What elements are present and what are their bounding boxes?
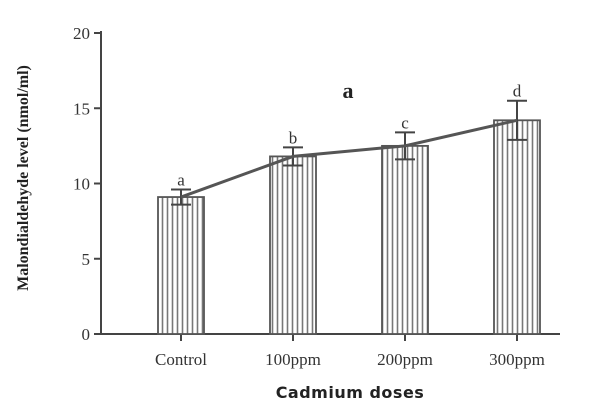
significance-letter: c: [401, 113, 409, 132]
x-tick-label: 100ppm: [265, 350, 321, 369]
y-tick-label: 0: [82, 325, 91, 344]
bar: [494, 120, 540, 334]
y-tick-label: 5: [82, 250, 91, 269]
y-axis-label: Malondialdehyde level (nmol/ml): [15, 65, 32, 291]
y-tick-label: 10: [73, 175, 90, 194]
bars: [158, 101, 540, 334]
significance-letter: b: [289, 128, 298, 147]
x-tick-label: 200ppm: [377, 350, 433, 369]
panel-label: a: [343, 78, 354, 103]
bar: [158, 197, 204, 334]
x-axis-label: Cadmium doses: [276, 383, 425, 402]
overlay-line: [181, 120, 517, 197]
bar: [270, 156, 316, 334]
labels: a Control b 100ppm c 200ppm d 300ppm: [155, 82, 545, 369]
significance-letter: a: [177, 171, 185, 190]
overlay-line-group: [181, 120, 517, 197]
bar: [382, 146, 428, 334]
significance-letter: d: [513, 82, 522, 101]
x-tick-label: Control: [155, 350, 207, 369]
y-tick-label: 20: [73, 24, 90, 43]
x-tick-label: 300ppm: [489, 350, 545, 369]
y-tick-label: 15: [73, 99, 90, 118]
